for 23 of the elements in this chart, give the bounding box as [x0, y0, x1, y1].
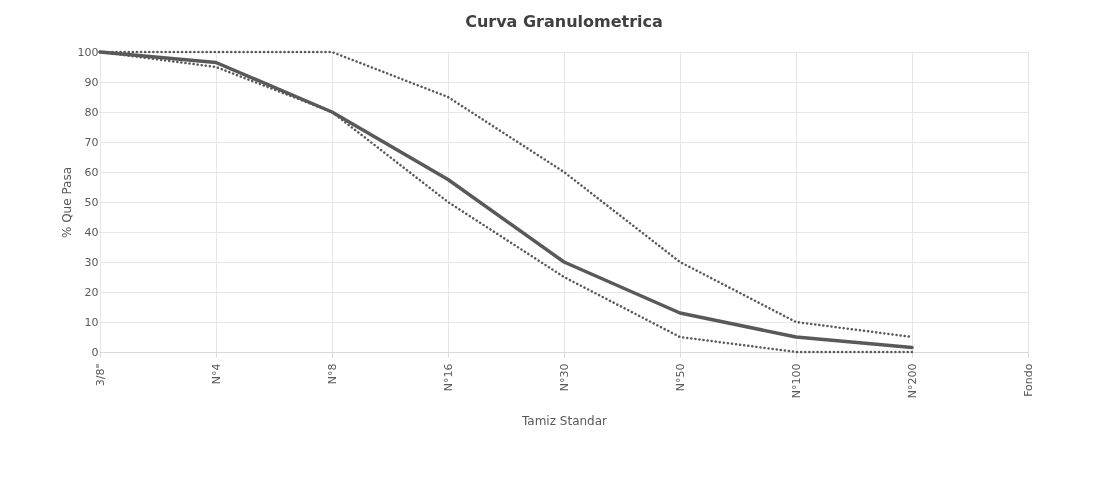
x-tick-label: N°16: [441, 363, 455, 392]
chart-title: Curva Granulometrica: [465, 12, 663, 31]
y-axis-title: % Que Pasa: [59, 166, 74, 239]
y-tick-label: 70: [84, 135, 99, 149]
x-tick-label: N°50: [673, 363, 687, 392]
y-tick-label: 40: [84, 225, 99, 239]
y-tick-label: 80: [84, 105, 99, 119]
y-tick-label: 0: [91, 345, 99, 359]
y-tick-label: 60: [84, 165, 99, 179]
x-tick-label: Fondo: [1021, 363, 1035, 397]
y-tick-label: 20: [84, 285, 99, 299]
y-tick-label: 100: [77, 45, 99, 59]
x-tick-label: N°30: [557, 363, 571, 392]
x-tick-label: 3/8": [93, 363, 107, 387]
x-tick-label: N°100: [789, 363, 803, 399]
y-tick-label: 30: [84, 255, 99, 269]
x-tick-label: N°8: [325, 363, 339, 385]
x-tick-label: N°200: [905, 363, 919, 399]
y-tick-label: 10: [84, 315, 99, 329]
x-tick-label: N°4: [209, 363, 223, 385]
y-tick-label: 90: [84, 75, 99, 89]
y-tick-label: 50: [84, 195, 99, 209]
x-axis-title: Tamiz Standar: [520, 414, 608, 429]
